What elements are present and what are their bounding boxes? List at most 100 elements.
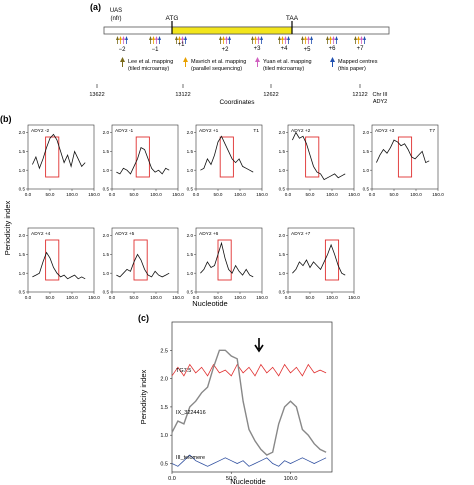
y-tick-label: 1.0	[279, 271, 286, 276]
panel-c-plot: 0.5 1.0 1.5 2.0 2.5 0.0 50.0 100.0	[160, 321, 333, 482]
y-tick-label: 1.5	[187, 252, 194, 257]
nucleosome-arrow-head	[158, 36, 161, 40]
panel-b-label: (b)	[0, 114, 12, 124]
x-tick-label: 100.0	[284, 476, 298, 482]
plot-title: ADY2 +6	[199, 231, 219, 237]
series-label-telomere: III_telomere	[176, 455, 205, 461]
legend-item-centres: Mapped centres (this paper)	[330, 57, 378, 72]
mavrich-arrow-icon	[183, 57, 188, 62]
series-line-iii-telomere	[171, 454, 327, 467]
nucleosome-arrow-head	[225, 36, 228, 40]
pos-label-p7: +7	[357, 46, 365, 52]
nucleosome-arrow-head	[254, 36, 257, 40]
series-line	[200, 135, 254, 173]
nucleosome-arrow-head	[281, 36, 284, 40]
pos-label-m2: −2	[119, 47, 127, 53]
y-tick-label: 2.0	[160, 377, 168, 383]
plot-frame	[287, 124, 355, 190]
x-tick-label: 150.0	[172, 192, 184, 197]
x-tick-label: 0.0	[193, 295, 200, 300]
x-tick-label: 0.0	[109, 192, 116, 197]
y-tick-label: 0.5	[187, 290, 194, 295]
plot-frame	[27, 227, 95, 293]
x-tick-label: 100.0	[234, 295, 246, 300]
panel-c-xlabel: Nucleotide	[230, 477, 265, 485]
legend-item-lee: Lee et al. mapping (tiled microarray)	[120, 57, 173, 72]
y-tick-label: 1.5	[279, 252, 286, 257]
panel-a: (a) UAS (nfr) ATG TAA −2 −1 +1 +2 +3 +4 …	[89, 2, 390, 106]
nucleosome-arrow-head	[222, 36, 225, 40]
uas-sublabel: (nfr)	[111, 16, 122, 22]
x-tick-label: 50.0	[46, 295, 55, 300]
x-tick-label: 0.0	[168, 476, 176, 482]
series-line	[32, 251, 86, 280]
pos-label-p5: +5	[304, 47, 312, 53]
series-label-ix: IX_3224416	[176, 410, 206, 416]
plot-title: ADY2 +4	[31, 231, 51, 237]
plot-title: ADY2 +2	[291, 128, 311, 134]
nucleosome-arrow-head	[184, 36, 187, 40]
x-tick-label: 50.0	[390, 192, 399, 197]
legend-lee-line1: Lee et al. mapping	[128, 59, 173, 65]
y-tick-label: 0.5	[187, 187, 194, 192]
plot-title: ADY2 +1	[199, 128, 219, 134]
nucleosome-arrow-head	[332, 36, 335, 40]
y-tick-label: 0.5	[19, 187, 26, 192]
plot-frame	[195, 227, 263, 293]
series-line	[116, 147, 170, 175]
y-tick-label: 1.5	[160, 405, 168, 411]
legend-lee-line2: (tiled microarray)	[128, 66, 169, 72]
pos-label-m1: −1	[152, 47, 160, 53]
x-tick-label: 150.0	[256, 295, 268, 300]
y-tick-label: 2.0	[103, 233, 110, 238]
x-tick-label: 0.0	[25, 192, 32, 197]
y-tick-label: 0.5	[363, 187, 370, 192]
gene-name-label: ADY2	[373, 99, 387, 105]
nucleosome-arrow-head	[354, 36, 357, 40]
y-tick-label: 1.0	[187, 168, 194, 173]
plot-frame	[195, 124, 263, 190]
y-tick-label: 1.0	[19, 168, 26, 173]
y-tick-label: 2.0	[19, 130, 26, 135]
y-tick-label: 2.0	[103, 130, 110, 135]
x-tick-label: 50.0	[46, 192, 55, 197]
coord-label-13622: 13622	[89, 92, 104, 98]
nucleosome-arrow-head	[122, 36, 125, 40]
series-line	[376, 139, 430, 164]
legend-centres-line1: Mapped centres	[338, 59, 378, 65]
plot-title: ADY2 -1	[115, 128, 133, 134]
highlight-box	[45, 239, 60, 281]
x-tick-label: 0.0	[193, 192, 200, 197]
nucleosome-arrow-head	[335, 36, 338, 40]
coord-label-13122: 13122	[175, 92, 190, 98]
y-tick-label: 0.5	[103, 290, 110, 295]
pos-label-p3: +3	[254, 46, 262, 52]
nucleosome-arrow-head	[125, 36, 128, 40]
nucleosome-arrow-head	[149, 36, 152, 40]
coord-axis-title: Coordinates	[219, 99, 255, 106]
taa-label: TAA	[286, 15, 299, 22]
highlight-box	[305, 136, 320, 178]
y-tick-label: 2.0	[279, 130, 286, 135]
plot-title: ADY2 -2	[31, 128, 49, 134]
x-tick-label: 150.0	[348, 295, 360, 300]
y-tick-label: 0.5	[279, 187, 286, 192]
y-tick-label: 1.5	[363, 149, 370, 154]
y-tick-label: 2.0	[363, 130, 370, 135]
y-tick-label: 1.0	[363, 168, 370, 173]
legend: Lee et al. mapping (tiled microarray) Ma…	[120, 57, 378, 72]
y-tick-label: 1.5	[19, 149, 26, 154]
series-line	[116, 253, 170, 278]
x-tick-label: 50.0	[226, 476, 237, 482]
legend-item-mavrich: Mavrich et al. mapping (parallel sequenc…	[183, 57, 246, 72]
plot-title: ADY2 +3	[375, 128, 395, 134]
x-tick-label: 100.0	[150, 295, 162, 300]
panel-c-ylabel: Periodicity index	[139, 369, 148, 424]
y-tick-label: 1.0	[160, 433, 168, 439]
y-tick-label: 0.5	[160, 462, 168, 468]
plot-frame	[287, 227, 355, 293]
y-tick-label: 2.0	[187, 130, 194, 135]
y-tick-label: 1.5	[187, 149, 194, 154]
y-tick-label: 1.0	[279, 168, 286, 173]
